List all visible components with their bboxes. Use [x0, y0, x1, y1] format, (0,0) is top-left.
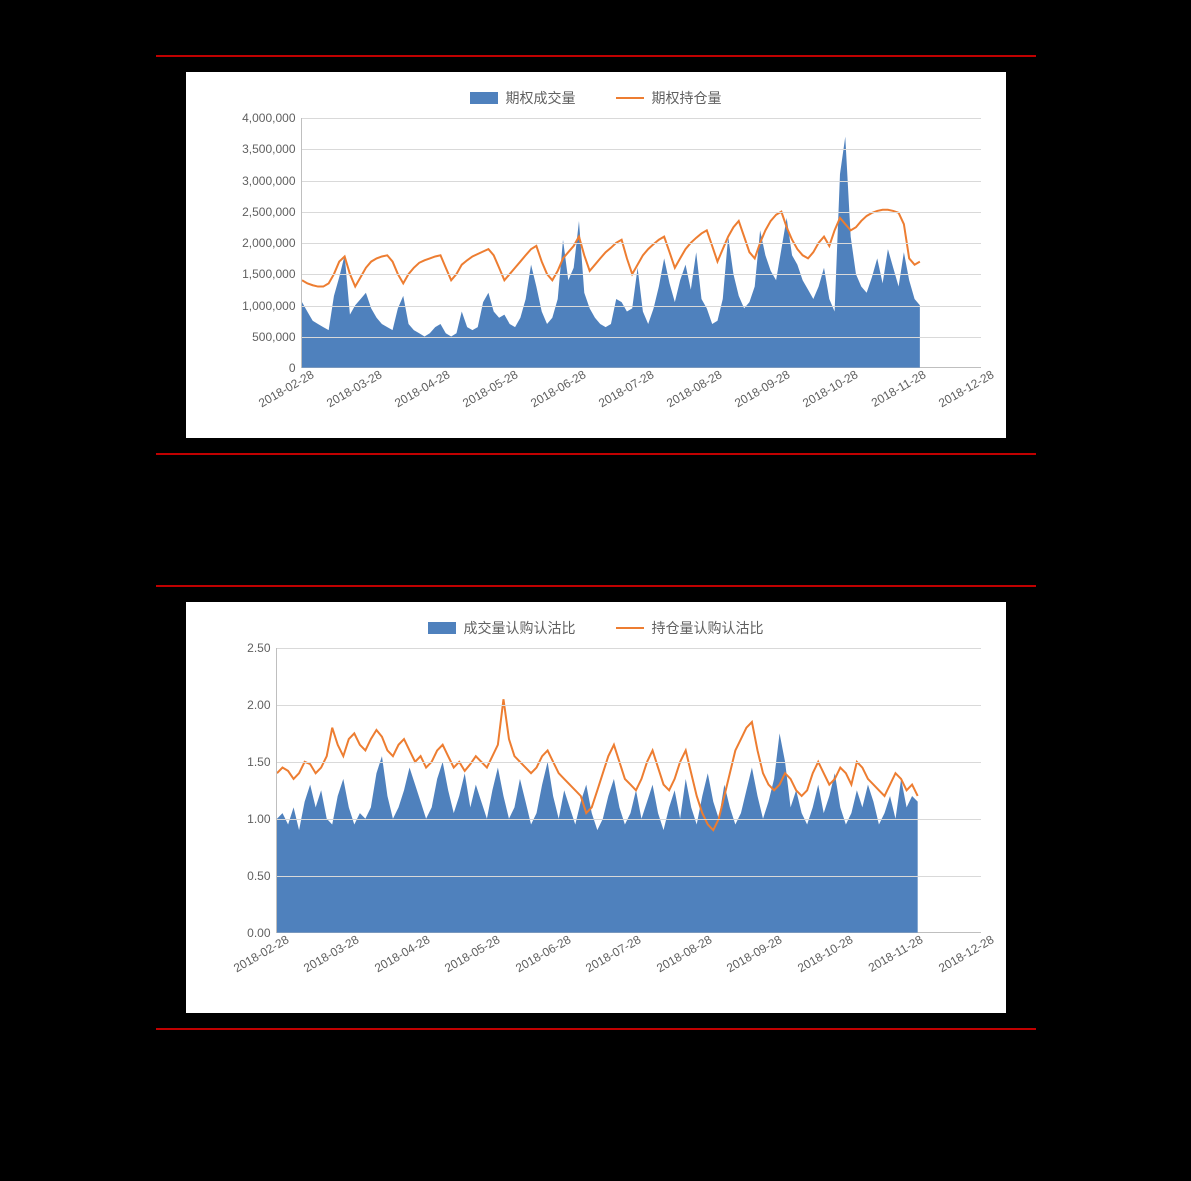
x-tick-label: 2018-07-28 — [583, 932, 643, 975]
x-tick-label: 2018-08-28 — [664, 367, 724, 410]
area-series — [277, 733, 918, 932]
chart1-legend-item-area: 期权成交量 — [470, 88, 576, 108]
gridline — [302, 243, 981, 244]
divider-mid2 — [156, 585, 1036, 587]
x-tick-label: 2018-11-28 — [868, 367, 927, 409]
x-tick-label: 2018-09-28 — [732, 367, 792, 410]
chart2-plot: 0.000.501.001.502.002.502018-02-282018-0… — [276, 648, 981, 933]
chart2-legend-label-area: 成交量认购认沽比 — [464, 618, 576, 638]
gridline — [277, 705, 981, 706]
gridline — [277, 819, 981, 820]
gridline — [277, 762, 981, 763]
area-series — [302, 137, 920, 368]
x-tick-label: 2018-03-28 — [324, 367, 384, 410]
chart1-legend: 期权成交量 期权持仓量 — [206, 82, 986, 118]
area-swatch-icon — [470, 92, 498, 104]
chart2-legend: 成交量认购认沽比 持仓量认购认沽比 — [206, 612, 986, 648]
line-swatch-icon — [616, 97, 644, 99]
y-tick-label: 2.00 — [247, 698, 276, 712]
chart1-legend-label-area: 期权成交量 — [506, 88, 576, 108]
y-tick-label: 0.50 — [247, 869, 276, 883]
y-tick-label: 3,500,000 — [242, 142, 301, 156]
y-tick-label: 2.50 — [247, 641, 276, 655]
divider-bottom — [156, 1028, 1036, 1030]
line-swatch-icon — [616, 627, 644, 629]
x-tick-label: 2018-07-28 — [596, 367, 656, 410]
x-tick-label: 2018-12-28 — [936, 932, 996, 975]
chart1-legend-label-line: 期权持仓量 — [652, 88, 722, 108]
area-swatch-icon — [428, 622, 456, 634]
y-tick-label: 500,000 — [252, 330, 301, 344]
x-tick-label: 2018-03-28 — [301, 932, 361, 975]
y-tick-label: 4,000,000 — [242, 111, 301, 125]
y-tick-label: 1,000,000 — [242, 299, 301, 313]
x-tick-label: 2018-08-28 — [654, 932, 714, 975]
chart2-svg — [277, 648, 981, 933]
y-tick-label: 2,500,000 — [242, 205, 301, 219]
x-tick-label: 2018-05-28 — [442, 932, 502, 975]
y-tick-label: 1.00 — [247, 812, 276, 826]
y-tick-label: 3,000,000 — [242, 174, 301, 188]
gridline — [302, 212, 981, 213]
x-tick-label: 2018-06-28 — [513, 932, 573, 975]
gridline — [302, 306, 981, 307]
gridline — [302, 149, 981, 150]
x-tick-label: 2018-04-28 — [372, 932, 432, 975]
x-tick-label: 2018-06-28 — [528, 367, 588, 410]
gridline — [302, 337, 981, 338]
y-tick-label: 1,500,000 — [242, 267, 301, 281]
gridline — [302, 181, 981, 182]
x-tick-label: 2018-12-28 — [936, 367, 996, 410]
chart1-plot: 0500,0001,000,0001,500,0002,000,0002,500… — [301, 118, 981, 368]
x-tick-label: 2018-10-28 — [800, 367, 860, 410]
chart2-legend-item-line: 持仓量认购认沽比 — [616, 618, 764, 638]
divider-top — [156, 55, 1036, 57]
chart-pcr: 成交量认购认沽比 持仓量认购认沽比 0.000.501.001.502.002.… — [186, 602, 1006, 1013]
x-tick-label: 2018-10-28 — [795, 932, 855, 975]
chart1-plot-wrap: 0500,0001,000,0001,500,0002,000,0002,500… — [301, 118, 981, 428]
gridline — [302, 274, 981, 275]
chart-volume-oi: 期权成交量 期权持仓量 0500,0001,000,0001,500,0002,… — [186, 72, 1006, 438]
y-tick-label: 1.50 — [247, 755, 276, 769]
x-tick-label: 2018-04-28 — [392, 367, 452, 410]
chart1-legend-item-line: 期权持仓量 — [616, 88, 722, 108]
y-tick-label: 2,000,000 — [242, 236, 301, 250]
gridline — [277, 648, 981, 649]
x-tick-label: 2018-09-28 — [724, 932, 784, 975]
chart2-plot-wrap: 0.000.501.001.502.002.502018-02-282018-0… — [276, 648, 981, 1003]
chart2-legend-label-line: 持仓量认购认沽比 — [652, 618, 764, 638]
x-tick-label: 2018-11-28 — [866, 932, 925, 974]
gridline — [302, 118, 981, 119]
x-tick-label: 2018-05-28 — [460, 367, 520, 410]
gridline — [277, 876, 981, 877]
x-tick-label: 2018-02-28 — [256, 367, 316, 410]
chart2-legend-item-area: 成交量认购认沽比 — [428, 618, 576, 638]
